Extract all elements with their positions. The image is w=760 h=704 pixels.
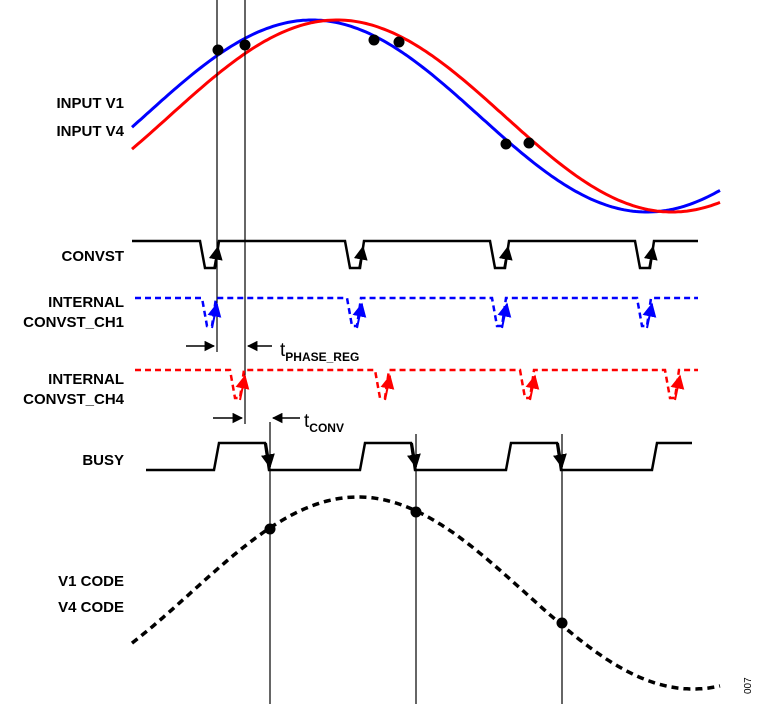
code-sample-point — [410, 506, 422, 518]
code-sample-point — [264, 523, 276, 535]
v1-sample-point — [368, 34, 380, 46]
convst-ch1-signal — [135, 296, 698, 328]
phase-reg-label: tPHASE_REG — [280, 340, 359, 364]
v4-sample-point — [393, 36, 405, 48]
input-v1-label: INPUT V1 — [56, 95, 124, 112]
v-code-waveform — [130, 495, 721, 691]
figure-number: 007 — [743, 677, 754, 694]
v4-sample-point — [239, 39, 251, 51]
input-v1-waveform — [130, 18, 721, 214]
convst-ch1-arrows — [207, 302, 657, 329]
v1-sample-point — [500, 138, 512, 150]
internal-convst-ch1-label-line1: INTERNAL — [48, 294, 124, 311]
v1-code-label: V1 CODE — [58, 573, 124, 590]
busy-arrows — [261, 442, 567, 469]
internal-convst-ch4-label-line2: CONVST_CH4 — [23, 391, 125, 408]
reference-lines — [216, 0, 563, 704]
conv-label: tCONV — [304, 411, 344, 435]
busy-signal — [146, 441, 692, 472]
sample-points — [212, 34, 568, 629]
convst-ch4-signal — [135, 368, 698, 400]
internal-convst-ch4-label-line1: INTERNAL — [48, 371, 124, 388]
v4-sample-point — [523, 137, 535, 149]
input-v4-label: INPUT V4 — [56, 123, 124, 140]
convst-ch4-arrows — [235, 374, 685, 401]
v4-code-label: V4 CODE — [58, 599, 124, 616]
convst-label: CONVST — [61, 248, 124, 265]
convst-arrows — [208, 245, 658, 270]
internal-convst-ch1-label-line2: CONVST_CH1 — [23, 314, 124, 331]
v1-sample-point — [212, 44, 224, 56]
code-sample-point — [556, 617, 568, 629]
busy-label: BUSY — [82, 452, 124, 469]
input-v4-waveform — [131, 18, 721, 214]
